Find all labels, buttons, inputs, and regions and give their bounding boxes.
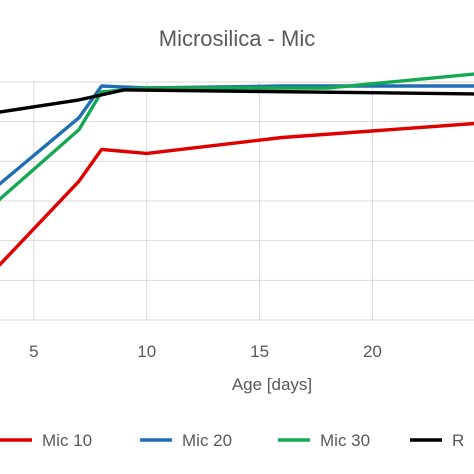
- legend-item: Mic 10: [0, 431, 92, 450]
- x-tick-label: 10: [137, 342, 156, 361]
- legend-item: R: [410, 431, 464, 450]
- series-line-mic-20: [0, 84, 474, 186]
- legend: Mic 10 Mic 20 Mic 30 R: [0, 431, 464, 450]
- x-axis-label: Age [days]: [232, 375, 312, 394]
- legend-item: Mic 30: [278, 431, 370, 450]
- x-tick-label: 20: [363, 342, 382, 361]
- series-line-mic-10: [0, 121, 474, 267]
- legend-label: Mic 10: [42, 431, 92, 450]
- chart-title: Microsilica - Mic: [159, 26, 315, 51]
- gridlines: [0, 81, 474, 321]
- legend-label: R: [452, 431, 464, 450]
- series-lines: [0, 72, 474, 267]
- legend-label: Mic 20: [182, 431, 232, 450]
- x-tick-label: 5: [29, 342, 38, 361]
- legend-item: Mic 20: [140, 431, 232, 450]
- x-tick-labels: 5 10 15 20: [29, 342, 382, 361]
- x-tick-label: 15: [250, 342, 269, 361]
- series-line-r: [0, 88, 474, 114]
- legend-label: Mic 30: [320, 431, 370, 450]
